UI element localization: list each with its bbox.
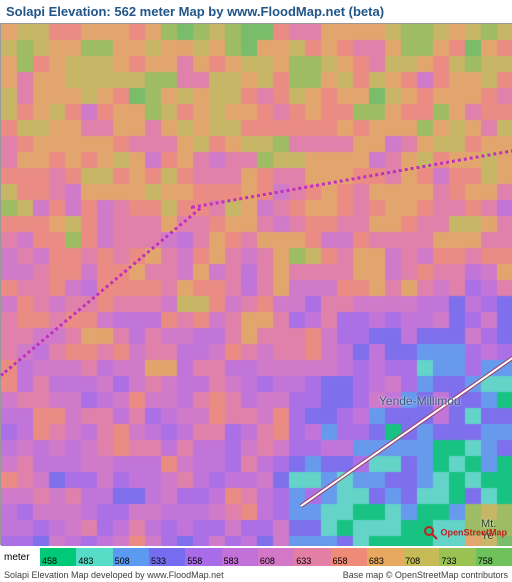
elevation-map[interactable]: Yende-Millimou Mt. Ye OpenStreetMap <box>0 23 512 545</box>
footer: Solapi Elevation Map developed by www.Fl… <box>0 569 512 581</box>
footer-right: Base map © OpenStreetMap contributors <box>343 570 508 580</box>
legend-cell: 508 <box>113 548 149 566</box>
legend-cell: 683 <box>367 548 403 566</box>
place-label-yende: Yende-Millimou <box>379 394 461 408</box>
osm-attribution-icon: OpenStreetMap <box>424 526 507 540</box>
legend-unit: meter <box>0 552 40 563</box>
legend-cell: 633 <box>294 548 330 566</box>
legend-cell: 458 <box>40 548 76 566</box>
legend-cell: 658 <box>331 548 367 566</box>
legend-cell: 708 <box>403 548 439 566</box>
legend-cell: 758 <box>476 548 512 566</box>
legend-cell: 533 <box>149 548 185 566</box>
legend-cell: 608 <box>258 548 294 566</box>
osm-text: OpenStreetMap <box>440 527 507 537</box>
footer-left: Solapi Elevation Map developed by www.Fl… <box>4 570 224 580</box>
legend-cell: 558 <box>185 548 221 566</box>
legend-cells: 458483508533558583608633658683708733758 <box>40 548 512 566</box>
legend-cell: 583 <box>222 548 258 566</box>
legend-cell: 733 <box>439 548 475 566</box>
page-title: Solapi Elevation: 562 meter Map by www.F… <box>0 0 512 23</box>
elevation-raster <box>1 24 512 546</box>
legend-cell: 483 <box>76 548 112 566</box>
elevation-legend: meter 4584835085335585836086336586837087… <box>0 545 512 569</box>
